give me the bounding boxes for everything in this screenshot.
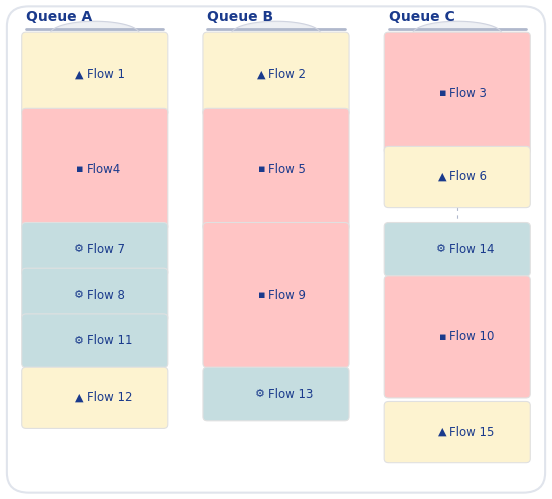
- Text: ▪: ▪: [76, 164, 84, 174]
- Text: ▪: ▪: [439, 88, 446, 98]
- Text: Flow 13: Flow 13: [268, 388, 313, 401]
- Text: ▲: ▲: [75, 69, 84, 79]
- FancyBboxPatch shape: [384, 146, 530, 208]
- Text: Queue B: Queue B: [208, 9, 273, 24]
- Text: Flow 12: Flow 12: [87, 391, 132, 404]
- Text: ⚙: ⚙: [74, 290, 84, 300]
- FancyBboxPatch shape: [203, 108, 349, 231]
- Text: ▪: ▪: [439, 332, 446, 342]
- Text: Flow 2: Flow 2: [268, 68, 306, 81]
- Text: Flow 7: Flow 7: [87, 243, 125, 256]
- Text: ▲: ▲: [438, 427, 446, 437]
- Text: Flow 5: Flow 5: [268, 163, 306, 176]
- Text: ▲: ▲: [75, 393, 84, 403]
- Text: ⚙: ⚙: [436, 245, 446, 254]
- Text: Flow 14: Flow 14: [449, 243, 495, 256]
- FancyBboxPatch shape: [22, 32, 168, 116]
- Text: Flow 10: Flow 10: [449, 330, 495, 343]
- FancyBboxPatch shape: [22, 367, 168, 429]
- FancyBboxPatch shape: [384, 402, 530, 463]
- Text: ⚙: ⚙: [255, 389, 265, 399]
- Text: Flow 8: Flow 8: [87, 288, 124, 301]
- FancyBboxPatch shape: [203, 32, 349, 116]
- Text: ▪: ▪: [258, 164, 265, 174]
- Text: ⚙: ⚙: [74, 245, 84, 254]
- FancyBboxPatch shape: [22, 108, 168, 231]
- FancyBboxPatch shape: [384, 32, 530, 154]
- Text: Flow 11: Flow 11: [87, 334, 132, 347]
- Text: Flow 9: Flow 9: [268, 288, 306, 301]
- Text: Flow 1: Flow 1: [87, 68, 125, 81]
- Text: Flow4: Flow4: [87, 163, 121, 176]
- FancyBboxPatch shape: [22, 223, 168, 276]
- Text: ⚙: ⚙: [74, 336, 84, 346]
- Text: ▪: ▪: [258, 290, 265, 300]
- FancyBboxPatch shape: [384, 223, 530, 276]
- FancyBboxPatch shape: [203, 223, 349, 368]
- Text: ▲: ▲: [257, 69, 265, 79]
- Text: Flow 3: Flow 3: [449, 87, 487, 100]
- Text: Flow 6: Flow 6: [449, 171, 487, 184]
- Text: Queue A: Queue A: [26, 9, 92, 24]
- FancyBboxPatch shape: [22, 268, 168, 322]
- Text: Flow 15: Flow 15: [449, 426, 495, 439]
- FancyBboxPatch shape: [22, 314, 168, 368]
- FancyBboxPatch shape: [384, 276, 530, 398]
- Text: Queue C: Queue C: [389, 9, 454, 24]
- FancyBboxPatch shape: [203, 367, 349, 421]
- Text: ▲: ▲: [438, 172, 446, 182]
